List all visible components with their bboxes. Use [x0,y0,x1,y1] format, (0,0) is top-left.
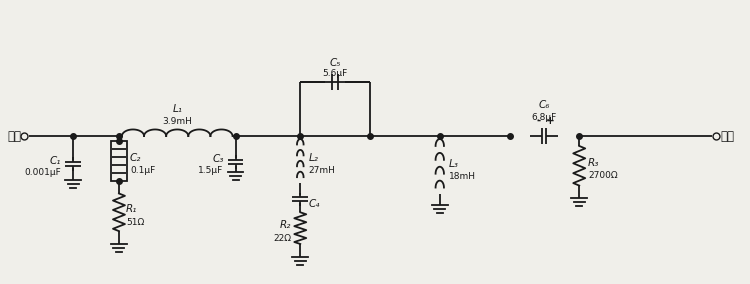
Text: 0.1μF: 0.1μF [130,166,155,175]
Text: 2700Ω: 2700Ω [588,171,618,180]
Text: L₃: L₃ [448,159,458,169]
Text: 5.6μF: 5.6μF [322,69,348,78]
Text: L₂: L₂ [308,153,318,163]
Text: 0.001μF: 0.001μF [25,168,62,177]
Text: R₃: R₃ [588,158,599,168]
Text: 22Ω: 22Ω [273,233,291,243]
Text: R₂: R₂ [280,220,291,230]
Text: R₁: R₁ [126,204,137,214]
Text: 3.9mH: 3.9mH [162,117,192,126]
Bar [111,141,127,181]
Text: +: + [546,116,555,126]
Text: 输出: 输出 [721,130,735,143]
Text: C₄: C₄ [308,199,320,209]
Text: C₁: C₁ [50,156,62,166]
Text: C₆: C₆ [538,100,550,110]
Text: -: - [536,116,541,126]
Text: C₂: C₂ [130,153,141,163]
Text: 6.8μF: 6.8μF [532,113,557,122]
Text: C₅: C₅ [329,58,340,68]
Text: 1.5μF: 1.5μF [198,166,223,175]
Text: 18mH: 18mH [448,172,476,181]
Text: 27mH: 27mH [308,166,335,175]
Text: L₁: L₁ [172,104,182,114]
Text: 51Ω: 51Ω [126,218,144,227]
Text: C₃: C₃ [212,154,223,164]
Text: 输入: 输入 [8,130,21,143]
